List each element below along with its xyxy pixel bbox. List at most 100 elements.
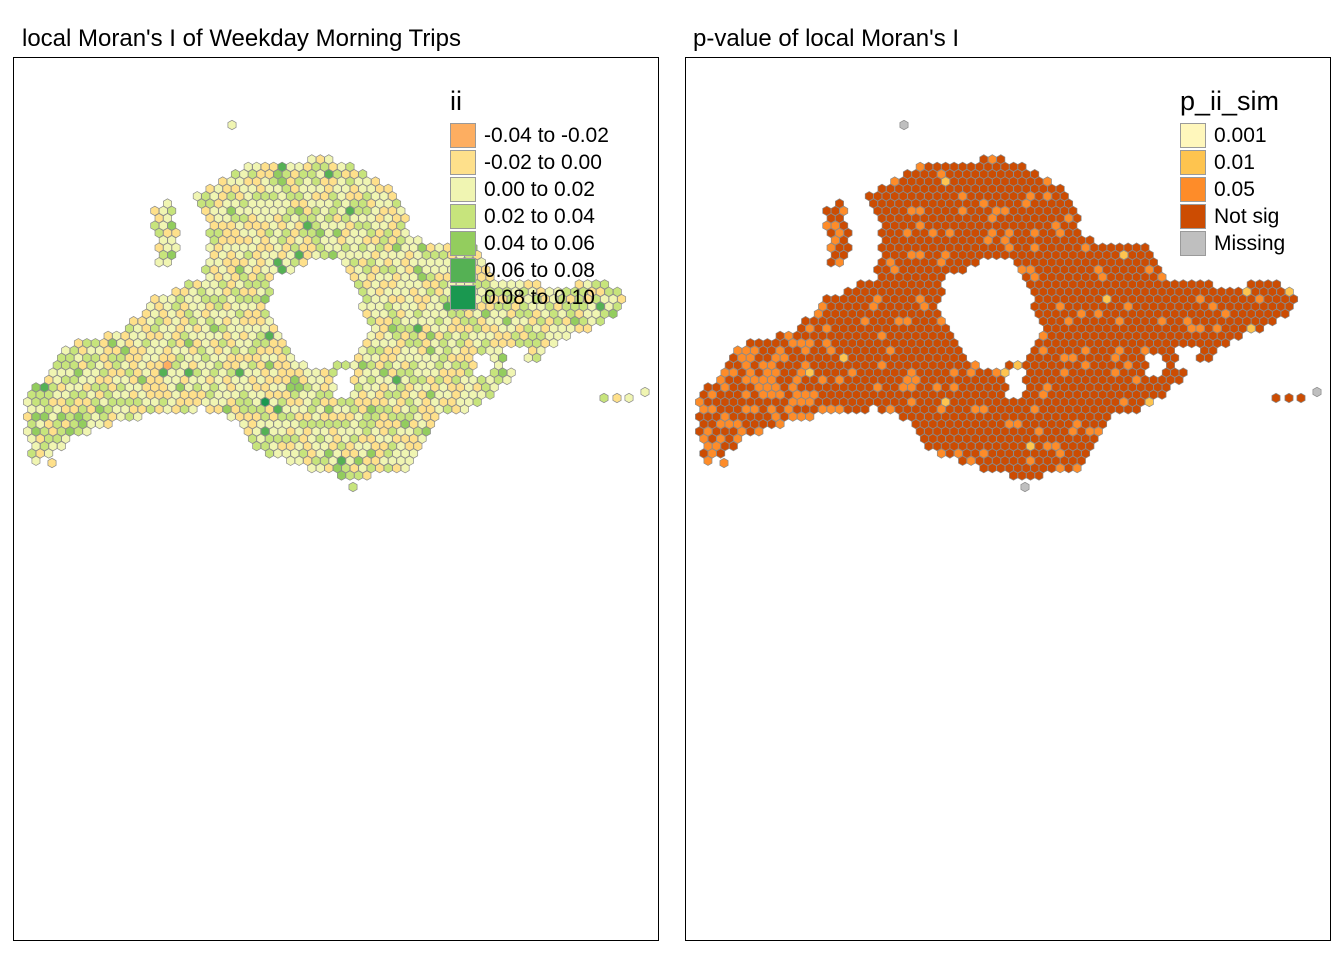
right-hex-cell — [1149, 271, 1158, 283]
left-hex-cell — [205, 271, 215, 283]
right-hex-cell — [1132, 404, 1141, 415]
right-hex-cell — [936, 345, 946, 356]
left-hex-cell — [587, 315, 597, 327]
left-hex-cell — [311, 249, 321, 261]
right-hex-cell — [1064, 418, 1074, 430]
right-hex-cell — [886, 227, 895, 239]
right-hex-cell — [1140, 389, 1150, 400]
left-hex-cell — [332, 404, 342, 415]
right-hex-cell — [1021, 360, 1031, 371]
left-hex-cell — [392, 418, 402, 430]
right-hex-cell — [877, 227, 887, 239]
left-hex-cell — [281, 213, 291, 224]
right-hex-cell — [719, 457, 729, 469]
left-hex-cell — [392, 271, 402, 283]
right-hex-cell — [809, 389, 819, 400]
right-hex-cell — [1081, 257, 1091, 268]
right-hex-cell — [1072, 418, 1082, 430]
right-hex-cell — [1021, 404, 1031, 415]
right-legend-swatch — [1180, 123, 1206, 148]
left-hex-cell — [281, 183, 291, 195]
right-hex-cell — [818, 301, 827, 312]
right-hex-cell — [886, 198, 895, 209]
left-hex-cell — [400, 242, 410, 253]
left-hex-cell — [86, 389, 96, 400]
left-hex-cell — [133, 411, 143, 422]
right-hex-cell — [1132, 374, 1141, 386]
left-hex-cell — [409, 301, 419, 312]
right-hex-cell — [741, 404, 751, 415]
right-hex-cell — [1217, 330, 1226, 342]
left-hex-cell — [332, 433, 342, 444]
right-hex-cell — [1200, 330, 1209, 342]
left-hex-cell — [392, 433, 402, 444]
left-hex-cell — [281, 227, 291, 239]
left-hex-cell — [528, 286, 537, 297]
right-hex-cell — [801, 404, 810, 415]
right-hex-cell — [1221, 338, 1231, 349]
left-hex-cell — [137, 315, 147, 327]
right-hex-cell — [750, 389, 760, 400]
right-hex-cell — [801, 389, 810, 400]
right-legend-label: 0.05 — [1214, 178, 1255, 201]
right-hex-cell — [1208, 315, 1218, 327]
right-hex-cell — [729, 440, 738, 452]
left-hex-cell — [400, 360, 410, 371]
left-hex-cell — [146, 374, 155, 386]
left-hex-cell — [61, 433, 71, 444]
right-hex-cell — [886, 286, 895, 297]
right-hex-cell — [1132, 301, 1141, 312]
right-hex-cell — [1208, 301, 1218, 312]
right-hex-cell — [741, 374, 751, 386]
right-hex-cell — [1195, 352, 1205, 364]
right-hex-cell — [750, 345, 760, 356]
right-hex-cell — [818, 315, 827, 327]
right-hex-cell — [958, 455, 968, 466]
left-hex-cell — [477, 315, 486, 327]
left-hex-cell — [264, 227, 274, 239]
right-hex-cell — [1217, 286, 1226, 297]
left-legend-item: 0.00 to 0.02 — [450, 176, 609, 203]
left-hex-cell — [214, 242, 223, 253]
right-hex-cell — [949, 264, 959, 275]
left-hex-cell — [375, 462, 385, 474]
left-hex-cell — [78, 345, 88, 356]
left-hex-cell — [273, 433, 283, 444]
right-hex-cell — [886, 345, 895, 356]
right-hex-cell — [869, 330, 878, 342]
left-hex-cell — [205, 330, 215, 342]
left-hex-cell — [273, 374, 283, 386]
right-hex-cell — [1144, 396, 1154, 408]
right-hex-cell — [1132, 286, 1141, 297]
right-hex-cell — [758, 360, 768, 371]
left-hex-cell — [273, 168, 283, 180]
right-hex-cell — [1072, 374, 1082, 386]
right-hex-cell — [869, 286, 878, 297]
left-hex-cell — [341, 198, 351, 209]
left-hex-cell — [409, 374, 419, 386]
left-hex-cell — [315, 462, 325, 474]
left-hex-cell — [472, 396, 482, 408]
left-legend-label: 0.00 to 0.02 — [484, 178, 595, 201]
left-hex-cell — [400, 389, 410, 400]
right-hex-cell — [1021, 433, 1031, 444]
right-hex-cell — [945, 360, 955, 371]
right-hex-cell — [1072, 389, 1082, 400]
right-hex-cell — [805, 411, 815, 422]
right-hex-cell — [953, 183, 963, 195]
left-hex-cell — [146, 301, 155, 312]
right-legend-title: p_ii_sim — [1180, 86, 1280, 116]
left-hex-cell — [337, 470, 346, 481]
left-hex-cell — [214, 330, 223, 342]
left-hex-cell — [595, 315, 605, 327]
left-hex-cell — [137, 374, 147, 386]
right-hex-cell — [945, 183, 955, 195]
left-hex-cell — [604, 286, 614, 297]
right-hex-cell — [1013, 242, 1023, 253]
right-hex-cell — [886, 183, 895, 195]
left-hex-cell — [146, 315, 155, 327]
right-hex-cell — [1072, 433, 1082, 444]
left-hex-cell — [477, 330, 486, 342]
right-hex-cell — [945, 242, 955, 253]
left-hex-cell — [146, 330, 155, 342]
